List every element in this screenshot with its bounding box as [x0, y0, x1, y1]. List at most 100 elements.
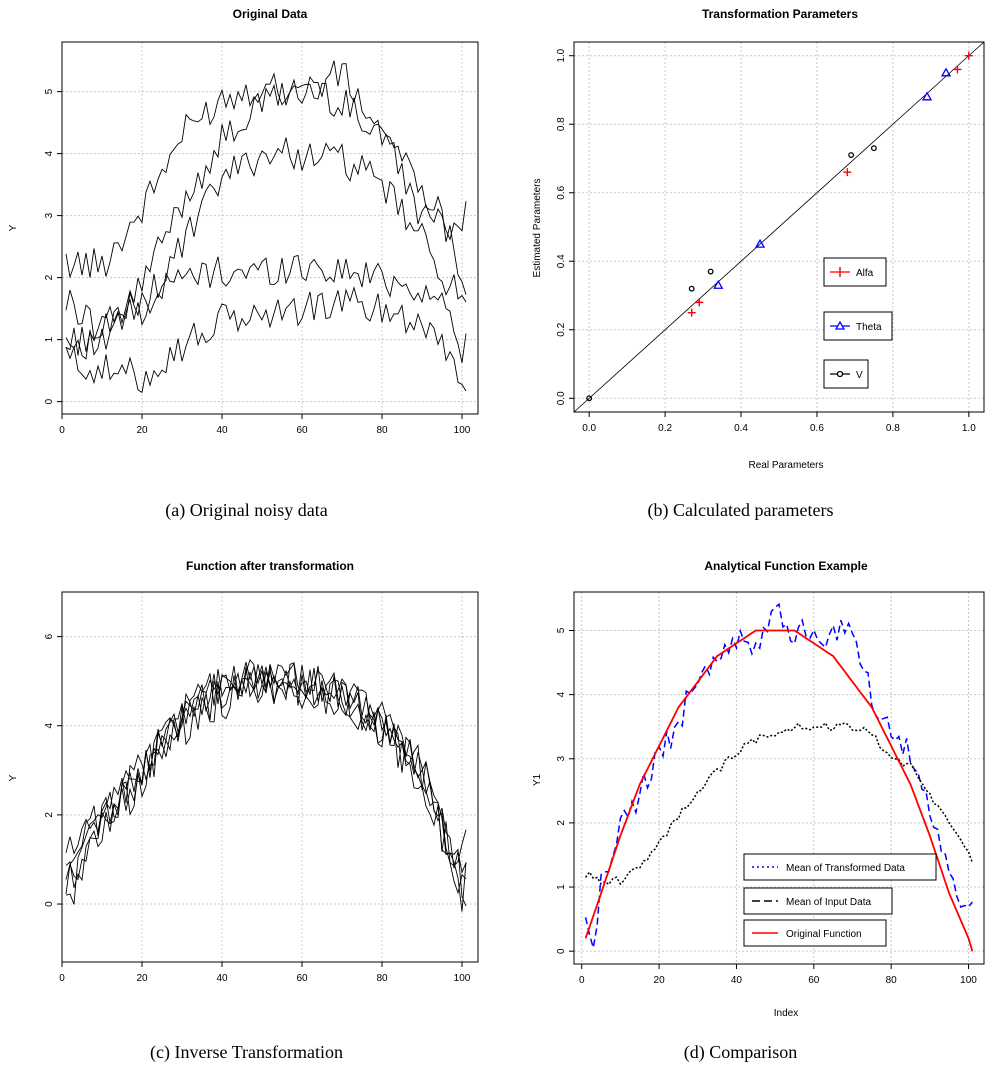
- y-tick-label: 0.2: [556, 322, 567, 336]
- x-tick-label: 40: [731, 975, 743, 986]
- chart-title: Analytical Function Example: [704, 559, 868, 573]
- svg-text:Alfa: Alfa: [856, 268, 874, 279]
- caption-a: (a) Original noisy data: [165, 500, 328, 520]
- y-tick-label: 2: [44, 812, 55, 818]
- point-theta: [754, 238, 766, 248]
- plot-frame: [61, 591, 479, 963]
- series-line: [65, 60, 467, 279]
- x-tick-label: 60: [808, 975, 820, 986]
- y-tick-label: 3: [44, 212, 55, 218]
- x-tick-label: 60: [296, 425, 308, 436]
- series-line: [65, 664, 467, 912]
- series-line: [65, 286, 467, 394]
- caption-d: (d) Comparison: [683, 1042, 798, 1062]
- y-tick-label: 0: [556, 948, 567, 954]
- x-tick-label: 0: [59, 425, 65, 436]
- series-line-mean-of-transformed-data: [584, 602, 973, 949]
- y-tick-label: 1.0: [556, 48, 567, 62]
- series-line-mean-of-input-data: [584, 721, 974, 886]
- x-tick-label: 60: [296, 973, 308, 984]
- original-data-chart: Original Data Y 0 20 40 60 80 100 0 1 2 3 4 5: [8, 7, 479, 436]
- y-axis-label: Estimated Parameters: [532, 179, 543, 278]
- series-line: [65, 658, 467, 895]
- x-tick-label: 40: [216, 425, 228, 436]
- y-tick-label: 0.8: [556, 117, 567, 131]
- legend-item-original-function: Original Function: [743, 919, 887, 947]
- x-tick-label: 20: [136, 973, 148, 984]
- panel-function-after-transformation: Function after transformation Y 0 20 40 60 8…: [0, 548, 493, 1028]
- legend-item-v: V: [823, 359, 869, 389]
- y-tick-label: 2: [44, 274, 55, 280]
- x-tick-label: 100: [454, 425, 471, 436]
- x-tick-label: 80: [376, 425, 388, 436]
- x-tick-label: 40: [216, 973, 228, 984]
- point-v: [707, 268, 714, 275]
- legend-item-mean-of-input-data: Mean of Input Data: [743, 887, 893, 915]
- y-tick-label: 6: [44, 633, 55, 639]
- x-axis-label: Index: [774, 1008, 798, 1019]
- x-tick-label: 20: [136, 425, 148, 436]
- svg-text:Mean of Input Data: Mean of Input Data: [786, 897, 871, 908]
- y-tick-label: 0.0: [556, 391, 567, 405]
- point-alfa: [687, 308, 696, 317]
- point-alfa: [843, 168, 852, 177]
- y-axis-label: Y: [8, 224, 19, 231]
- y-tick-label: 1: [44, 336, 55, 342]
- y-tick-label: 0.6: [556, 185, 567, 199]
- series-line: [65, 671, 467, 880]
- caption-c: (c) Inverse Transformation: [150, 1042, 343, 1062]
- y-tick-label: 0: [44, 398, 55, 404]
- caption-b: (b) Calculated parameters: [647, 500, 834, 520]
- panel-analytical-function-example: Analytical Function Example Index Y1 0 20…: [494, 548, 987, 1028]
- y-axis-label: Y1: [532, 773, 543, 786]
- legend-item-mean-of-transformed-data: Mean of Transformed Data: [743, 853, 937, 881]
- y-tick-label: 5: [556, 627, 567, 633]
- x-tick-label: 100: [960, 975, 977, 986]
- legend-item-theta: Theta: [823, 311, 893, 341]
- y-axis-label: Y: [8, 774, 19, 781]
- x-tick-label: 1.0: [962, 423, 976, 434]
- chart-title: Original Data: [233, 7, 308, 21]
- x-tick-label: 0.6: [810, 423, 824, 434]
- x-tick-label: 80: [886, 975, 898, 986]
- point-v: [586, 395, 593, 402]
- point-theta: [940, 67, 952, 77]
- analytical-function-example-chart: Analytical Function Example Index Y1 0 20…: [532, 559, 985, 1019]
- x-tick-label: 0: [59, 973, 65, 984]
- y-tick-label: 2: [556, 820, 567, 826]
- svg-text:Theta: Theta: [856, 322, 882, 333]
- x-tick-label: 0: [579, 975, 585, 986]
- x-tick-label: 20: [654, 975, 666, 986]
- point-v: [870, 145, 877, 152]
- y-tick-label: 4: [44, 723, 55, 729]
- y-tick-label: 4: [556, 691, 567, 697]
- chart-title: Transformation Parameters: [702, 7, 858, 21]
- point-v: [688, 285, 695, 292]
- point-alfa: [695, 298, 704, 307]
- series-line: [65, 82, 467, 360]
- y-tick-label: 4: [44, 150, 55, 156]
- y-tick-label: 0: [44, 901, 55, 907]
- x-tick-label: 0.4: [734, 423, 748, 434]
- legend-item-alfa: Alfa: [823, 257, 887, 287]
- identity-line: [573, 41, 985, 413]
- x-tick-label: 0.8: [886, 423, 900, 434]
- function-after-transformation-chart: Function after transformation Y 0 20 40 60 8…: [8, 559, 479, 984]
- series-line: [65, 137, 467, 356]
- y-tick-label: 5: [44, 88, 55, 94]
- x-tick-label: 100: [454, 973, 471, 984]
- y-tick-label: 1: [556, 884, 567, 890]
- svg-text:Mean of Transformed Data: Mean of Transformed Data: [786, 863, 905, 874]
- transformation-parameters-chart: Transformation Parameters Real Parameter…: [532, 7, 985, 471]
- y-tick-label: 0.4: [556, 254, 567, 268]
- panel-transformation-parameters: Transformation Parameters Real Parameter…: [494, 0, 987, 480]
- point-v: [848, 152, 855, 159]
- x-tick-label: 0.0: [582, 423, 596, 434]
- point-alfa: [953, 65, 962, 74]
- plot-frame: [573, 591, 985, 965]
- svg-text:V: V: [856, 370, 863, 381]
- x-tick-label: 80: [376, 973, 388, 984]
- plot-frame: [61, 41, 479, 415]
- y-tick-label: 3: [556, 756, 567, 762]
- x-tick-label: 0.2: [658, 423, 672, 434]
